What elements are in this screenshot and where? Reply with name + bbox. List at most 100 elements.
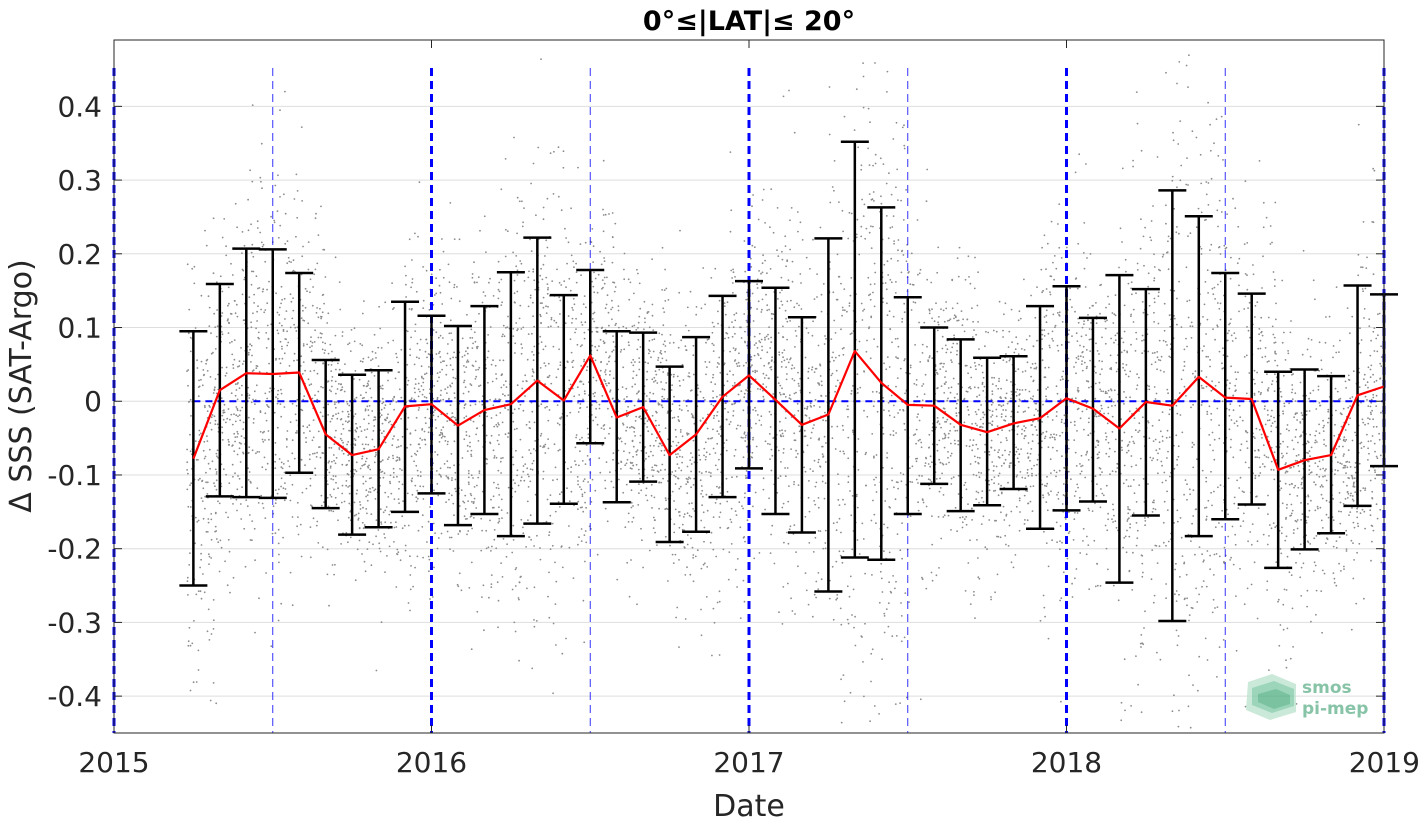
scatter-point (380, 621, 383, 624)
scatter-point (533, 625, 536, 628)
scatter-point (328, 509, 331, 512)
scatter-point (939, 487, 942, 489)
scatter-point (1266, 435, 1269, 438)
scatter-point (1221, 400, 1224, 403)
scatter-point (655, 464, 658, 467)
scatter-point (527, 305, 530, 308)
scatter-point (1136, 122, 1139, 125)
scatter-point (762, 477, 765, 480)
scatter-point (765, 386, 768, 388)
scatter-point (338, 447, 341, 449)
scatter-point (551, 280, 554, 282)
scatter-point (703, 562, 706, 565)
scatter-point (415, 416, 418, 419)
scatter-point (247, 416, 250, 419)
scatter-point (1338, 445, 1341, 448)
scatter-point (864, 572, 866, 575)
scatter-point (1112, 401, 1115, 403)
scatter-point (891, 635, 894, 638)
scatter-point (843, 288, 846, 290)
scatter-point (1042, 594, 1045, 597)
scatter-point (1005, 379, 1008, 382)
scatter-point (997, 433, 999, 436)
scatter-point (1218, 381, 1220, 384)
scatter-point (1135, 338, 1138, 340)
scatter-point (771, 313, 773, 315)
scatter-point (1153, 351, 1156, 354)
scatter-point (835, 560, 838, 563)
scatter-point (742, 579, 745, 582)
scatter-point (1283, 588, 1286, 591)
scatter-point (1320, 590, 1323, 592)
scatter-point (1282, 410, 1284, 413)
scatter-point (629, 467, 632, 470)
scatter-point (466, 352, 469, 355)
scatter-point (1035, 429, 1038, 431)
scatter-point (332, 475, 335, 477)
scatter-point (436, 396, 439, 399)
scatter-point (472, 342, 474, 345)
scatter-point (1274, 359, 1276, 362)
scatter-point (964, 278, 967, 281)
scatter-point (666, 412, 669, 414)
scatter-point (227, 516, 230, 519)
scatter-point (992, 401, 994, 404)
scatter-point (1049, 458, 1052, 461)
scatter-point (288, 260, 291, 263)
scatter-point (1239, 416, 1242, 419)
scatter-point (389, 403, 392, 405)
scatter-point (532, 268, 535, 271)
scatter-point (731, 476, 733, 479)
scatter-point (341, 371, 344, 374)
scatter-point (1165, 222, 1167, 225)
scatter-point (203, 440, 206, 443)
scatter-point (690, 470, 692, 473)
scatter-point (978, 348, 980, 350)
scatter-point (353, 437, 356, 440)
scatter-point (637, 398, 640, 401)
scatter-point (870, 652, 873, 655)
scatter-point (1228, 414, 1231, 417)
scatter-point (1079, 472, 1082, 475)
scatter-point (702, 396, 705, 399)
scatter-point (1249, 336, 1251, 339)
scatter-point (606, 363, 608, 365)
scatter-point (703, 526, 706, 529)
scatter-point (603, 341, 606, 344)
scatter-point (561, 652, 564, 655)
scatter-point (618, 438, 621, 440)
scatter-point (225, 372, 228, 374)
scatter-point (1219, 318, 1222, 321)
scatter-point (238, 441, 241, 444)
scatter-point (872, 225, 874, 228)
scatter-point (1309, 472, 1312, 474)
scatter-point (1195, 587, 1197, 590)
scatter-point (841, 424, 844, 427)
scatter-point (630, 489, 633, 492)
scatter-point (1034, 316, 1037, 319)
scatter-point (888, 581, 890, 584)
scatter-point (434, 419, 437, 421)
scatter-point (1163, 371, 1165, 373)
scatter-point (743, 600, 746, 603)
scatter-point (783, 349, 786, 351)
scatter-point (355, 430, 358, 433)
scatter-point (1291, 509, 1294, 512)
scatter-point (353, 340, 356, 343)
scatter-point (463, 371, 466, 373)
scatter-point (976, 395, 978, 398)
scatter-point (866, 415, 869, 418)
scatter-point (863, 409, 865, 412)
scatter-point (942, 463, 945, 466)
scatter-point (523, 207, 525, 210)
scatter-point (442, 250, 445, 253)
scatter-point (558, 506, 561, 508)
scatter-point (1013, 351, 1016, 354)
scatter-point (1028, 390, 1031, 393)
scatter-point (555, 580, 558, 583)
scatter-point (652, 454, 654, 457)
scatter-point (1015, 446, 1017, 449)
scatter-point (1230, 256, 1232, 259)
scatter-point (886, 70, 889, 73)
scatter-point (553, 150, 555, 153)
